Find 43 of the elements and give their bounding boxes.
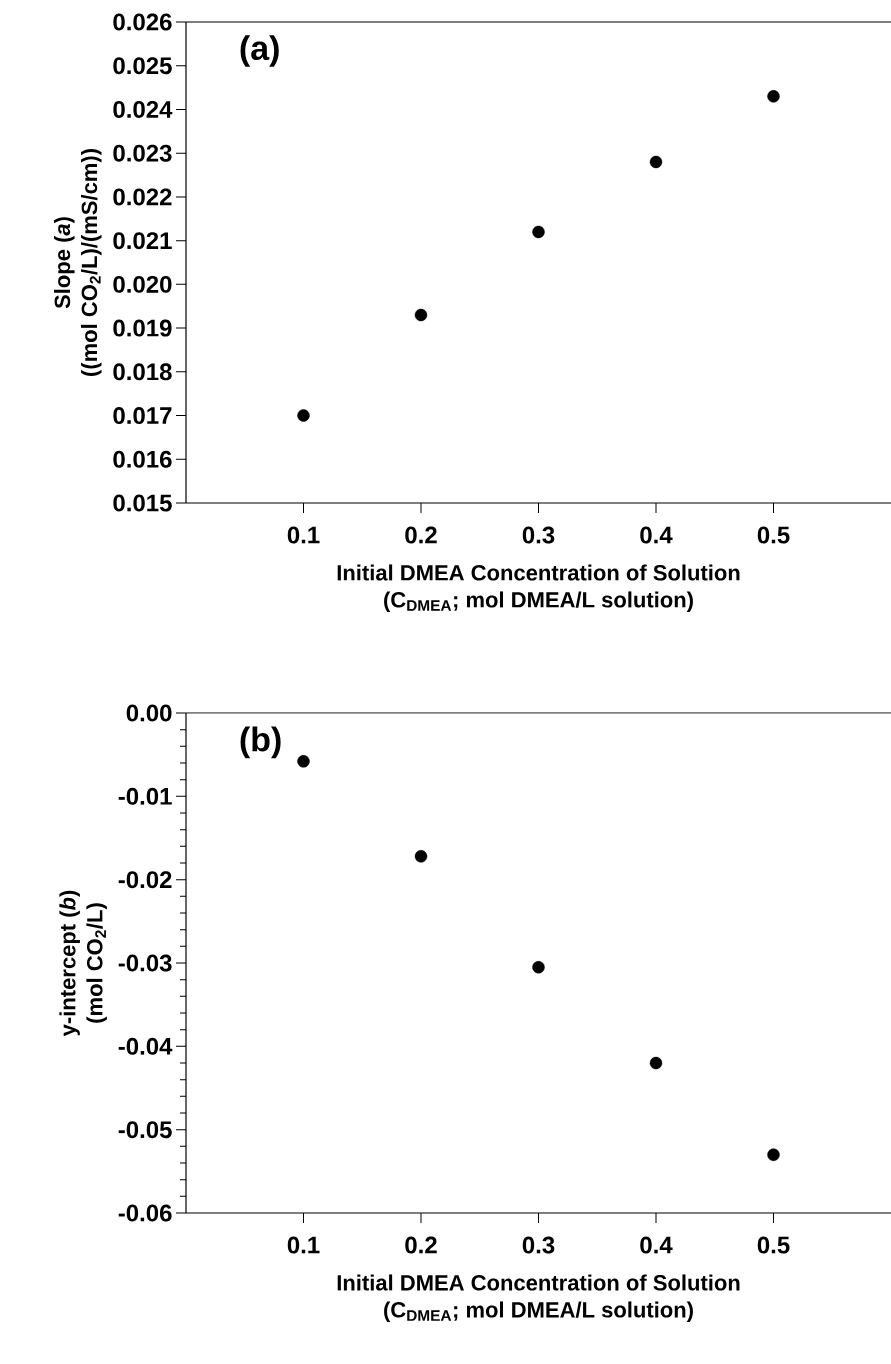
point <box>532 960 545 974</box>
point <box>767 90 780 103</box>
y-tick-label: 0.017 <box>113 407 172 425</box>
x-tick-label: 0.5 <box>757 1236 790 1254</box>
point <box>532 225 545 239</box>
x-tick-label: 0.4 <box>640 1236 673 1254</box>
x-tick-label: 0.5 <box>757 526 790 544</box>
x-tick-label: 0.2 <box>405 526 437 544</box>
y-tick-label: 0.025 <box>113 57 172 75</box>
annotation: (b) <box>240 726 281 759</box>
y-tick-label: -0.05 <box>118 1121 172 1139</box>
y-tick-label: 0.024 <box>113 100 173 118</box>
x-tick-label: 0.4 <box>640 526 673 544</box>
y-tick-label: 0.00 <box>126 704 172 722</box>
y-tick-label: -0.04 <box>118 1037 173 1055</box>
point <box>414 850 428 863</box>
y-tick-label: -0.06 <box>118 1204 172 1222</box>
y-tick-label: 0.022 <box>113 188 172 206</box>
point <box>297 755 310 768</box>
x-tick-label: 0.2 <box>405 1236 437 1254</box>
y-tick-label: -0.03 <box>118 954 172 972</box>
y-tick-label: 0.021 <box>113 232 172 250</box>
x-tick-label: 0.3 <box>522 1236 555 1254</box>
y-tick-label: -0.01 <box>118 787 172 805</box>
point <box>649 1056 663 1070</box>
y-tick-label: 0.023 <box>113 144 172 162</box>
y-tick-label: 0.016 <box>113 450 172 468</box>
y-tick-label: 0.026 <box>113 13 172 31</box>
point <box>414 308 428 322</box>
point <box>767 1148 780 1161</box>
y-tick-label: 0.020 <box>113 275 172 293</box>
y-tick-label: -0.02 <box>118 871 172 889</box>
point <box>649 155 663 169</box>
x-axis-title: Initial DMEA Concentration of Solution (C$_{DMEA}$; mol DMEA/L solution) <box>337 564 740 612</box>
x-tick-label: 0.1 <box>287 1236 320 1254</box>
x-tick-label: 0.1 <box>287 526 320 544</box>
annotation: (a) <box>240 35 279 67</box>
y-tick-label: 0.018 <box>113 363 172 381</box>
y-tick-label: 0.015 <box>113 494 172 512</box>
x-axis-title: Initial DMEA Concentration of Solution (C$_{DMEA}$; mol DMEA/L solution) <box>337 1274 740 1322</box>
x-tick-label: 0.3 <box>522 526 555 544</box>
y-tick-label: 0.019 <box>113 319 172 337</box>
point <box>297 409 310 422</box>
